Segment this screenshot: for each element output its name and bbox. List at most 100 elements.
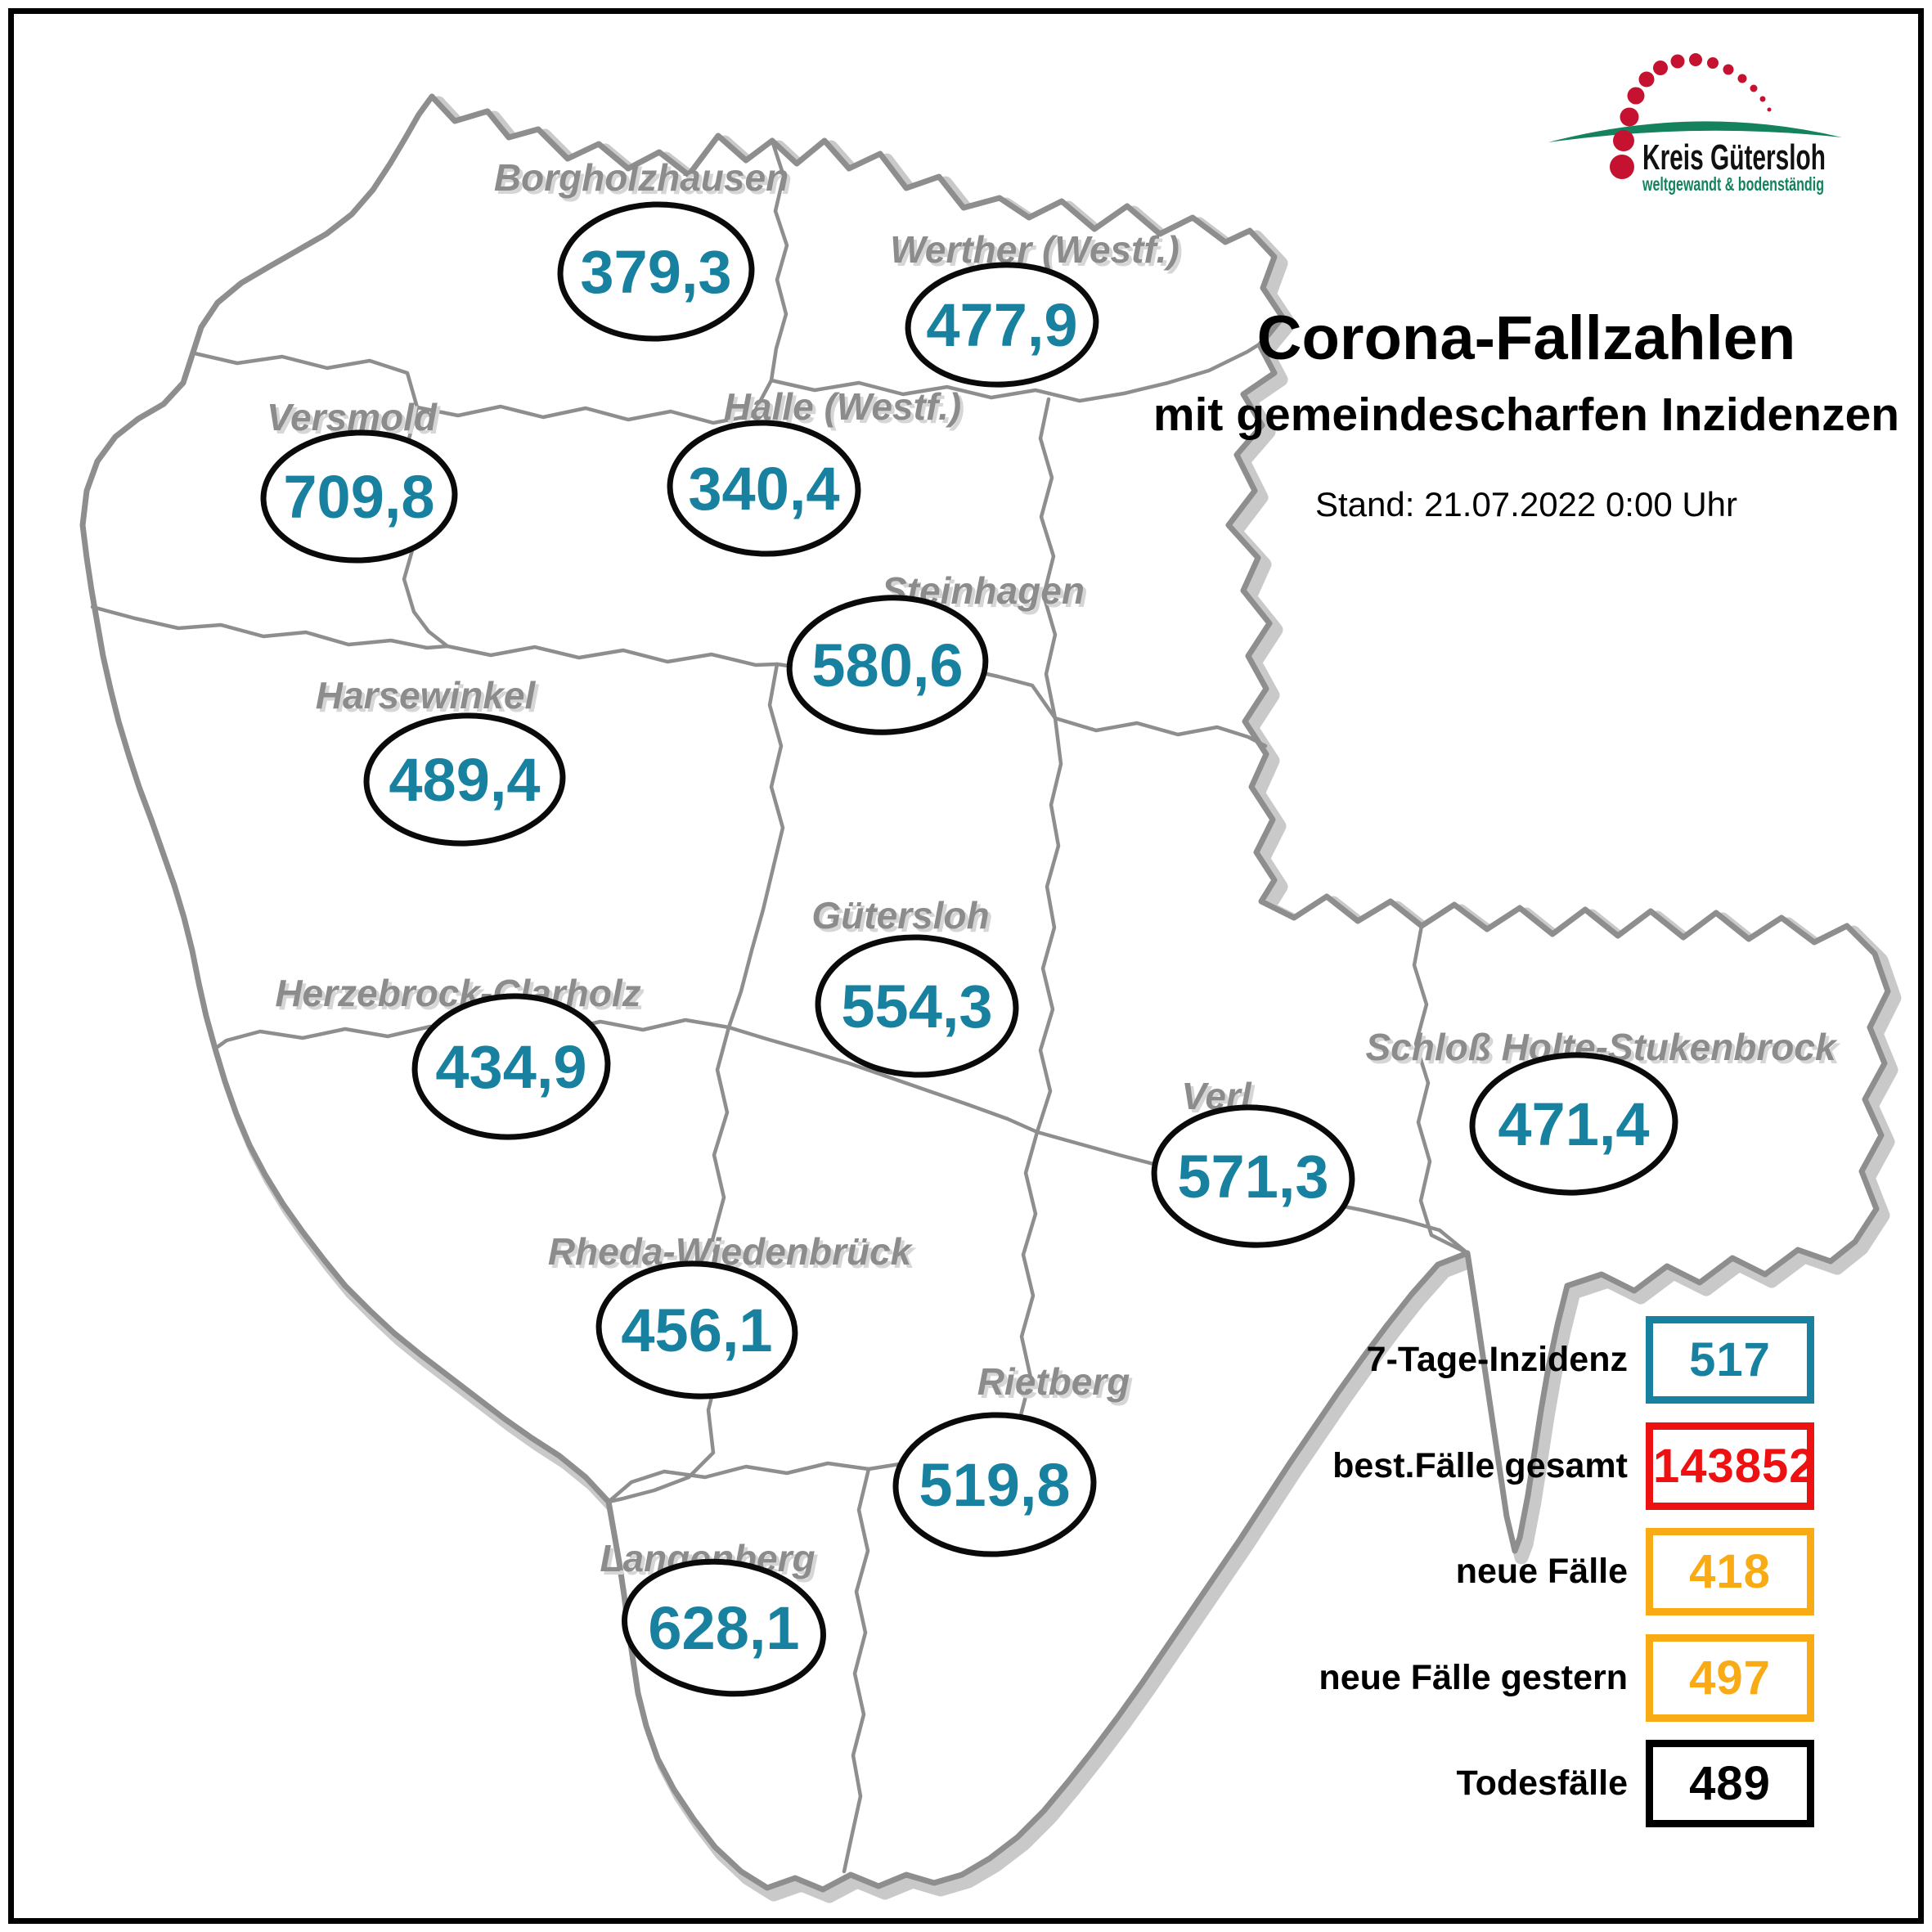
municipality-werther-westf-: Werther (Westf.)Werther (Westf.)477,9 — [890, 228, 1183, 388]
legend-value: 143852 — [1653, 1440, 1817, 1493]
legend-label: best.Fälle gesamt — [1332, 1446, 1628, 1485]
page-title: Corona-Fallzahlen — [1256, 303, 1796, 373]
municipality-langenberg: LangenbergLangenberg628,1 — [600, 1537, 826, 1697]
legend-label: 7-Tage-Inzidenz — [1366, 1340, 1628, 1379]
municipal-border-line — [1038, 397, 1058, 721]
legend-value-box: 489 — [1646, 1740, 1814, 1827]
municipal-border-line — [1035, 716, 1063, 1134]
incidence-value: 628,1 — [648, 1594, 799, 1662]
incidence-value: 709,8 — [283, 463, 434, 531]
municipal-border-line — [1412, 923, 1470, 1256]
municipal-border-line — [606, 1461, 871, 1504]
municipal-border-line — [1053, 716, 1268, 748]
logo-dot — [1759, 96, 1766, 102]
incidence-ellipse — [892, 1412, 1097, 1557]
municipality-label-shadow: Gütersloh — [815, 897, 992, 940]
incidence-ellipse — [260, 429, 458, 564]
incidence-ellipse — [667, 420, 861, 557]
municipality-label-shadow: Borgholzhausen — [497, 160, 792, 202]
logo-dot — [1610, 155, 1634, 179]
legend-value: 497 — [1689, 1651, 1771, 1705]
report-date: Stand: 21.07.2022 0:00 Uhr — [1314, 485, 1738, 523]
municipality-label: Borgholzhausen — [494, 156, 789, 199]
incidence-value: 571,3 — [1177, 1143, 1328, 1211]
municipality-label-shadow: Harsewinkel — [319, 677, 540, 720]
logo-dot — [1767, 107, 1772, 112]
municipal-border-line — [415, 378, 774, 425]
municipal-border-line — [769, 138, 789, 383]
incidence-value: 434,9 — [435, 1033, 586, 1101]
municipal-border-line — [726, 662, 785, 1030]
incidence-ellipse — [815, 934, 1019, 1078]
municipal-border-line — [726, 1025, 1040, 1134]
municipal-border-line — [769, 337, 1269, 403]
incidence-value: 519,8 — [919, 1451, 1070, 1519]
municipality-label: Gütersloh — [811, 894, 989, 937]
municipality-herzebrock-clarholz: Herzebrock-ClarholzHerzebrock-Clarholz43… — [275, 972, 645, 1140]
logo-dot — [1613, 130, 1634, 151]
logo-dot — [1670, 54, 1685, 69]
municipality-label: Harsewinkel — [316, 674, 537, 717]
municipal-border-line — [90, 604, 450, 650]
incidence-ellipse — [557, 201, 755, 342]
incidence-value: 379,3 — [580, 238, 731, 306]
legend-row-best-fälle-gesamt: best.Fälle gesamt 143852 — [0, 1422, 1932, 1510]
incidence-ellipse — [595, 1260, 798, 1400]
incidence-ellipse — [786, 595, 989, 735]
incidence-ellipse — [363, 712, 566, 847]
logo-dot — [1750, 84, 1758, 92]
legend-value-box: 418 — [1646, 1528, 1814, 1615]
legend-row-todesfälle: Todesfälle 489 — [0, 1740, 1932, 1827]
legend-value: 489 — [1689, 1757, 1771, 1810]
incidence-value: 471,4 — [1498, 1090, 1649, 1158]
legend-label: neue Fälle — [1455, 1552, 1628, 1591]
image-frame — [8, 8, 1924, 1924]
municipality-halle-westf-: Halle (Westf.)Halle (Westf.)340,4 — [667, 385, 964, 557]
logo-dots-icon — [1610, 53, 1772, 179]
legend-row-neue-fälle-gestern: neue Fälle gestern 497 — [0, 1634, 1932, 1722]
incidence-value: 580,6 — [811, 631, 963, 699]
incidence-value: 456,1 — [621, 1296, 772, 1364]
logo-dot — [1638, 71, 1655, 88]
legend-value-box: 497 — [1646, 1634, 1814, 1722]
incidence-ellipse — [622, 1558, 826, 1697]
logo-dot — [1627, 87, 1645, 105]
legend-value: 418 — [1689, 1545, 1771, 1598]
logo-dot — [1653, 61, 1668, 75]
logo-swoosh-icon — [1548, 121, 1842, 142]
logo-tagline: weltgewandt & bodenständig — [1642, 173, 1824, 195]
municipality-label-shadow: Rietberg — [981, 1364, 1134, 1406]
legend-row-7-tage-inzidenz: 7-Tage-Inzidenz 517 — [0, 1316, 1932, 1404]
incidence-value: 554,3 — [841, 973, 992, 1040]
logo-dot — [1737, 74, 1747, 83]
title-block: Corona-Fallzahlen mit gemeindescharfen I… — [1121, 306, 1932, 523]
incidence-ellipse — [905, 262, 1099, 388]
kreis-guetersloh-logo: Kreis Gütersloh weltgewandt & bodenständ… — [1548, 53, 1842, 195]
incidence-ellipse — [1151, 1104, 1355, 1248]
legend-row-neue-fälle: neue Fälle 418 — [0, 1528, 1932, 1615]
legend-value-box: 143852 — [1646, 1422, 1817, 1510]
municipality-label: Rietberg — [977, 1360, 1130, 1403]
logo-dot — [1707, 57, 1719, 69]
incidence-ellipse — [1469, 1052, 1678, 1196]
incidence-value: 489,4 — [389, 746, 540, 814]
legend-label: neue Fälle gestern — [1319, 1658, 1628, 1697]
incidence-value: 340,4 — [688, 455, 839, 523]
incidence-ellipse — [411, 993, 611, 1140]
legend-label: Todesfälle — [1456, 1764, 1628, 1803]
logo-dot — [1723, 64, 1734, 75]
incidence-value: 477,9 — [926, 291, 1077, 359]
legend-value: 517 — [1689, 1333, 1771, 1386]
